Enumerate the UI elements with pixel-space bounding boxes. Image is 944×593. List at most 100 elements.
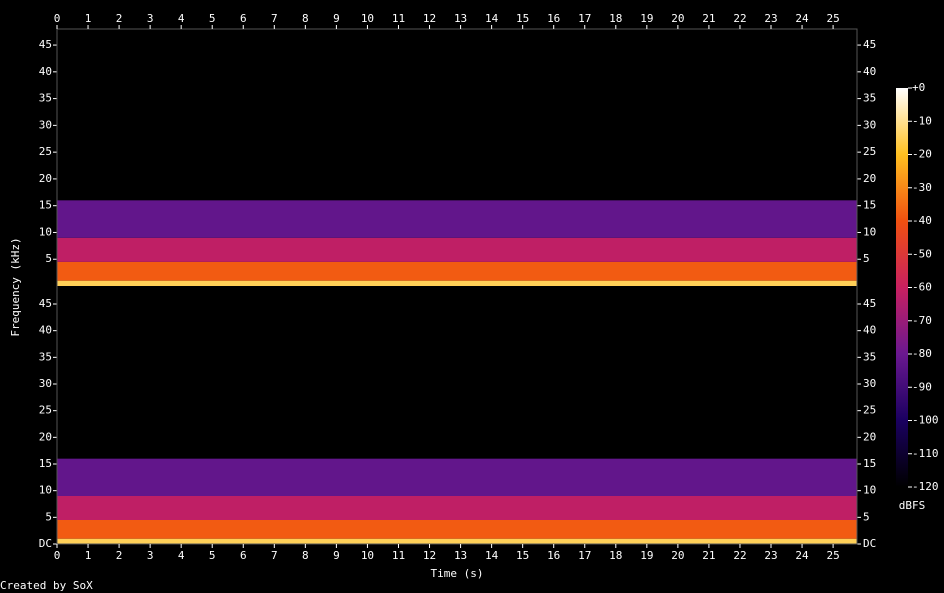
x-tick-label: 3 (147, 12, 154, 25)
y-tick-label: 25 (863, 145, 876, 158)
x-tick-label: 1 (85, 549, 92, 562)
x-tick-label: 0 (54, 12, 61, 25)
x-tick-label: 19 (640, 12, 653, 25)
y-tick-label: 30 (39, 118, 52, 131)
x-tick-label: 18 (609, 549, 622, 562)
colorbar-tick-label: +0 (912, 81, 925, 94)
x-tick-label: 4 (178, 12, 185, 25)
y-tick-label: 35 (39, 350, 52, 363)
x-tick-label: 22 (733, 549, 746, 562)
colorbar-tick-label: -30 (912, 181, 932, 194)
x-tick-label: 11 (392, 549, 405, 562)
y-tick-label: 5 (863, 252, 870, 265)
x-tick-label: 2 (116, 549, 123, 562)
y-tick-label: 30 (863, 377, 876, 390)
x-tick-label: 2 (116, 12, 123, 25)
x-tick-label: 25 (826, 12, 839, 25)
x-tick-label: 13 (454, 12, 467, 25)
y-tick-label: 10 (863, 484, 876, 497)
y-tick-label: DC (39, 537, 52, 550)
y-tick-label: 45 (39, 38, 52, 51)
spectral-band (57, 458, 857, 496)
colorbar-tick-label: -120 (912, 480, 939, 493)
y-tick-label: 15 (863, 199, 876, 212)
x-tick-label: 10 (361, 12, 374, 25)
y-tick-label: 45 (39, 297, 52, 310)
y-tick-label: 25 (863, 404, 876, 417)
y-tick-label: 20 (39, 430, 52, 443)
x-tick-label: 16 (547, 12, 560, 25)
colorbar-tick-label: -10 (912, 114, 932, 127)
y-tick-label: 30 (863, 118, 876, 131)
x-tick-label: 3 (147, 549, 154, 562)
x-tick-label: 19 (640, 549, 653, 562)
y-tick-label: 15 (39, 457, 52, 470)
y-tick-label: 40 (39, 65, 52, 78)
x-tick-label: 23 (764, 12, 777, 25)
spectral-band (57, 280, 857, 286)
x-tick-label: 20 (671, 12, 684, 25)
colorbar-tick-label: -60 (912, 281, 932, 294)
y-tick-label: 5 (45, 510, 52, 523)
x-tick-label: 17 (578, 549, 591, 562)
x-tick-label: 14 (485, 12, 499, 25)
credit: Created by SoX (0, 579, 93, 592)
x-tick-label: 11 (392, 12, 405, 25)
x-axis-label: Time (s) (431, 567, 484, 580)
x-tick-label: 16 (547, 549, 560, 562)
y-tick-label: 20 (863, 430, 876, 443)
colorbar-tick-label: -20 (912, 148, 932, 161)
y-tick-label: 35 (863, 92, 876, 105)
x-tick-label: 12 (423, 549, 436, 562)
spectral-band (57, 200, 857, 238)
x-tick-label: 15 (516, 12, 529, 25)
x-tick-label: 6 (240, 12, 247, 25)
x-tick-label: 13 (454, 549, 467, 562)
x-tick-label: 14 (485, 549, 499, 562)
colorbar-label: dBFS (899, 499, 926, 512)
x-tick-label: 5 (209, 12, 216, 25)
x-tick-label: 21 (702, 549, 715, 562)
x-tick-label: 9 (333, 549, 340, 562)
y-tick-label: 20 (39, 172, 52, 185)
x-tick-label: 9 (333, 12, 340, 25)
colorbar-tick-label: -110 (912, 447, 939, 460)
x-tick-label: 7 (271, 12, 278, 25)
spectral-band (57, 237, 857, 262)
x-tick-label: 5 (209, 549, 216, 562)
y-tick-label: 15 (39, 199, 52, 212)
x-tick-label: 12 (423, 12, 436, 25)
colorbar-tick-label: -100 (912, 414, 939, 427)
colorbar-tick-label: -40 (912, 214, 932, 227)
x-tick-label: 8 (302, 12, 309, 25)
y-tick-label: 35 (39, 92, 52, 105)
x-tick-label: 0 (54, 549, 61, 562)
x-tick-label: 8 (302, 549, 309, 562)
y-tick-label: 30 (39, 377, 52, 390)
colorbar-tick-label: -70 (912, 314, 932, 327)
spectral-band (57, 520, 857, 539)
y-tick-label: 35 (863, 350, 876, 363)
x-tick-label: 15 (516, 549, 529, 562)
x-tick-label: 22 (733, 12, 746, 25)
y-axis-label: Frequency (kHz) (9, 237, 22, 336)
x-tick-label: 4 (178, 549, 185, 562)
y-tick-label: 40 (39, 324, 52, 337)
y-tick-label: 45 (863, 38, 876, 51)
y-tick-label: DC (863, 537, 876, 550)
x-tick-label: 25 (826, 549, 839, 562)
y-tick-label: 15 (863, 457, 876, 470)
spectral-band (57, 261, 857, 281)
x-tick-label: 18 (609, 12, 622, 25)
x-tick-label: 17 (578, 12, 591, 25)
x-tick-label: 7 (271, 549, 278, 562)
spectral-band (57, 538, 857, 544)
y-tick-label: 40 (863, 65, 876, 78)
x-tick-label: 24 (795, 549, 809, 562)
spectral-band (57, 496, 857, 520)
x-tick-label: 1 (85, 12, 92, 25)
colorbar (896, 88, 908, 487)
colorbar-tick-label: -90 (912, 380, 932, 393)
colorbar-tick-label: -80 (912, 347, 932, 360)
